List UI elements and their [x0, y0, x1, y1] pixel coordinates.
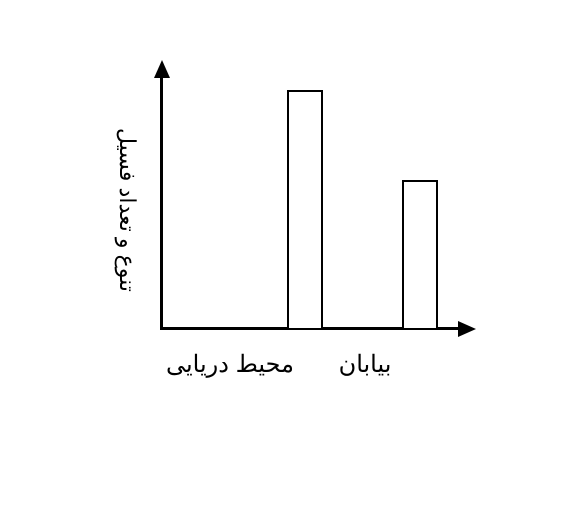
y-axis — [160, 70, 163, 330]
bar-desert — [402, 180, 438, 330]
x-axis-arrow-icon — [458, 321, 476, 337]
x-category-desert: بیابان — [325, 350, 405, 379]
bar-chart: تنوع و تعداد فسیل محیط دریایی بیابان — [100, 70, 480, 370]
bar-marine — [287, 90, 323, 330]
y-axis-label: تنوع و تعداد فسیل — [110, 110, 140, 310]
x-category-marine: محیط دریایی — [160, 350, 300, 379]
